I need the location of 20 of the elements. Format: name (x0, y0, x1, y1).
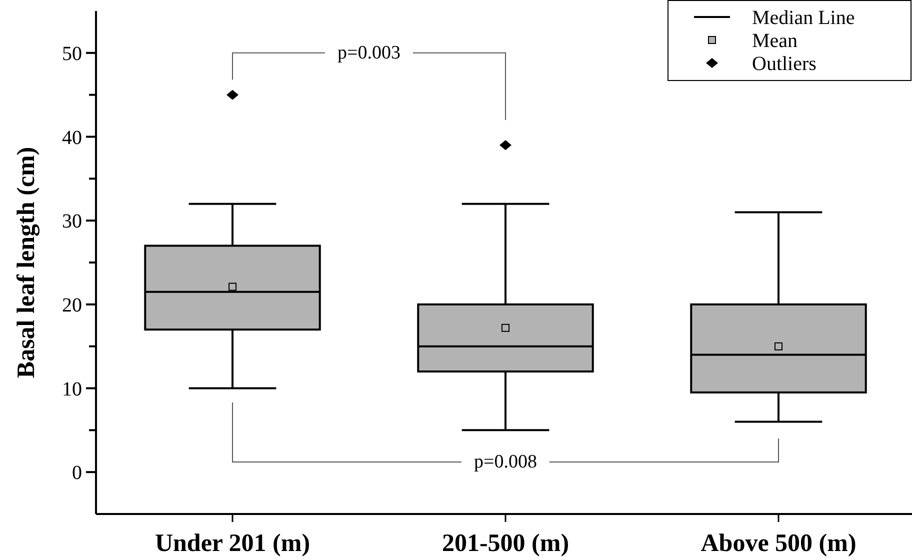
y-tick-label: 10 (62, 378, 82, 400)
annotation: p=0.003 (338, 42, 400, 64)
legend-label: Outliers (752, 53, 817, 75)
y-tick-label: 40 (62, 126, 82, 149)
x-tick-label: Above 500 (m) (700, 530, 856, 557)
y-axis-title: Basal leaf length (cm) (13, 146, 40, 378)
legend-label: Mean (752, 30, 798, 52)
y-tick-label: 50 (62, 42, 82, 65)
y-tick-label: 20 (62, 294, 82, 316)
legend-label: Median Line (752, 7, 855, 29)
point (502, 324, 510, 332)
x-tick-label: Under 201 (m) (154, 530, 310, 557)
point (226, 90, 238, 100)
annotation: p=0.008 (474, 452, 537, 473)
point (774, 342, 782, 350)
x-tick-label: 201-500 (m) (442, 530, 570, 557)
point (500, 140, 512, 150)
y-tick-label: 30 (62, 210, 82, 233)
point (228, 282, 236, 291)
y-tick-label: 0 (72, 462, 82, 484)
